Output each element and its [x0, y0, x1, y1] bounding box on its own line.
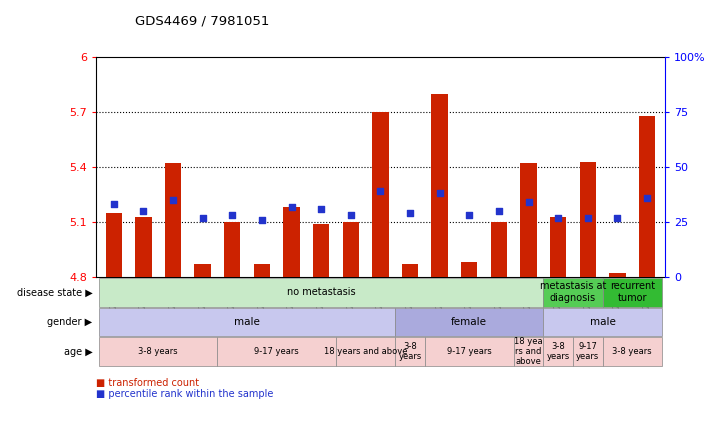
Bar	[284, 207, 299, 277]
Text: age ▶: age ▶	[64, 346, 92, 357]
Text: 3-8 years: 3-8 years	[612, 347, 652, 356]
Point	[316, 206, 327, 212]
Text: GDS4469 / 7981051: GDS4469 / 7981051	[135, 14, 269, 27]
Point	[345, 212, 356, 219]
Point	[641, 195, 653, 201]
Bar	[520, 163, 537, 277]
Bar	[609, 273, 626, 277]
Point	[582, 214, 594, 221]
Text: 18 years and above: 18 years and above	[324, 347, 407, 356]
Text: female: female	[451, 317, 487, 327]
Text: 9-17 years: 9-17 years	[255, 347, 299, 356]
Point	[434, 190, 445, 197]
Point	[138, 208, 149, 214]
Text: recurrent
tumor: recurrent tumor	[609, 281, 655, 303]
Point	[286, 203, 297, 210]
Point	[375, 188, 386, 195]
Point	[405, 210, 416, 217]
Bar	[254, 264, 270, 277]
Text: disease state ▶: disease state ▶	[16, 287, 92, 297]
Text: 9-17
years: 9-17 years	[576, 342, 599, 361]
Bar	[432, 94, 448, 277]
Bar	[491, 222, 507, 277]
Point	[256, 217, 267, 223]
Text: 3-8
years: 3-8 years	[547, 342, 570, 361]
Text: 18 yea
rs and
above: 18 yea rs and above	[514, 337, 542, 366]
Bar	[135, 217, 151, 277]
Text: gender ▶: gender ▶	[48, 317, 92, 327]
Point	[464, 212, 475, 219]
Text: male: male	[234, 317, 260, 327]
Point	[227, 212, 238, 219]
Text: metastasis at
diagnosis: metastasis at diagnosis	[540, 281, 606, 303]
Point	[611, 214, 623, 221]
Point	[523, 199, 534, 206]
Point	[493, 208, 505, 214]
Bar	[639, 116, 655, 277]
Bar	[579, 162, 596, 277]
Bar	[195, 264, 210, 277]
Point	[108, 201, 119, 208]
Point	[197, 214, 208, 221]
Bar	[373, 112, 388, 277]
Bar	[224, 222, 240, 277]
Text: 3-8 years: 3-8 years	[139, 347, 178, 356]
Text: no metastasis: no metastasis	[287, 287, 356, 297]
Point	[167, 197, 178, 203]
Bar	[165, 163, 181, 277]
Text: 3-8
years: 3-8 years	[398, 342, 422, 361]
Text: male: male	[589, 317, 616, 327]
Text: ■ percentile rank within the sample: ■ percentile rank within the sample	[96, 389, 273, 399]
Bar	[343, 222, 359, 277]
Bar	[402, 264, 418, 277]
Bar	[313, 224, 329, 277]
Bar	[106, 213, 122, 277]
Point	[552, 214, 564, 221]
Bar	[461, 262, 477, 277]
Text: 9-17 years: 9-17 years	[447, 347, 491, 356]
Text: ■ transformed count: ■ transformed count	[96, 378, 199, 388]
Bar	[550, 217, 566, 277]
